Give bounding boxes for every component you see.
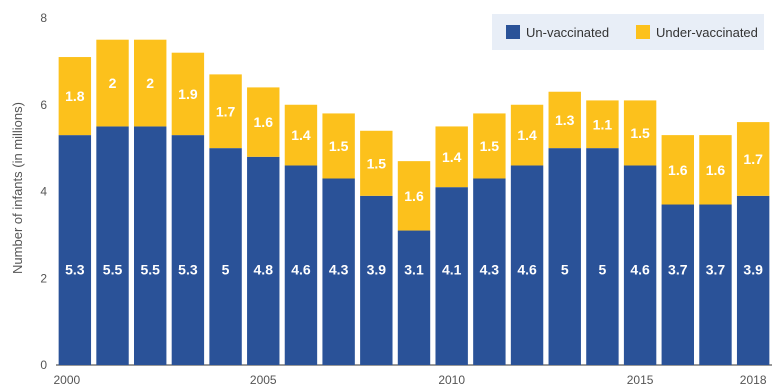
- bar-undervaccinated-2003: [171, 52, 205, 136]
- bar-undervaccinated-2000: [58, 57, 92, 136]
- legend-swatch-unvaccinated: [506, 25, 520, 39]
- data-label-unvaccinated-2006: 4.6: [291, 262, 311, 278]
- x-tick-label-2015: 2015: [627, 373, 654, 385]
- data-label-unvaccinated-2013: 5: [561, 262, 569, 278]
- bar-unvaccinated-2012: [510, 165, 544, 365]
- bar-undervaccinated-2002: [134, 39, 167, 127]
- bar-undervaccinated-2014: [586, 100, 619, 149]
- x-tick-label-2005: 2005: [250, 373, 277, 385]
- data-label-unvaccinated-2002: 5.5: [140, 262, 160, 278]
- data-label-unvaccinated-2005: 4.8: [254, 262, 274, 278]
- data-label-undervaccinated-2009: 1.6: [404, 188, 424, 204]
- data-label-undervaccinated-2013: 1.3: [555, 112, 575, 128]
- data-label-unvaccinated-2001: 5.5: [103, 262, 123, 278]
- x-tick-label-2018: 2018: [740, 373, 767, 385]
- bar-undervaccinated-2004: [209, 74, 242, 149]
- data-label-unvaccinated-2012: 4.6: [517, 262, 537, 278]
- data-label-unvaccinated-2007: 4.3: [329, 262, 349, 278]
- bar-undervaccinated-2010: [435, 126, 468, 188]
- y-tick-label: 0: [40, 358, 47, 372]
- bar-unvaccinated-2001: [96, 126, 129, 365]
- y-axis-ticks: 0 2 4 6 8: [40, 11, 47, 372]
- data-label-unvaccinated-2008: 3.9: [367, 262, 387, 278]
- data-label-undervaccinated-2014: 1.1: [593, 116, 613, 132]
- bar-unvaccinated-2007: [322, 178, 355, 365]
- bar-undervaccinated-2007: [322, 113, 355, 179]
- legend: Un-vaccinated Under-vaccinated: [492, 14, 764, 50]
- data-label-unvaccinated-2015: 4.6: [630, 262, 650, 278]
- y-axis-title: Number of infants (in millions): [10, 102, 25, 274]
- bar-unvaccinated-2014: [586, 148, 619, 365]
- y-tick-label: 2: [40, 271, 47, 285]
- data-label-unvaccinated-2004: 5: [222, 262, 230, 278]
- data-label-unvaccinated-2009: 3.1: [404, 262, 424, 278]
- data-label-unvaccinated-2017: 3.7: [706, 262, 726, 278]
- data-label-undervaccinated-2000: 1.8: [65, 88, 85, 104]
- bar-unvaccinated-2008: [360, 195, 393, 365]
- data-label-undervaccinated-2001: 2: [109, 75, 117, 91]
- bar-undervaccinated-2005: [247, 87, 280, 157]
- bar-undervaccinated-2016: [661, 135, 694, 205]
- bar-unvaccinated-2017: [699, 204, 732, 365]
- data-label-undervaccinated-2005: 1.6: [254, 114, 274, 130]
- bars-group: 5.3 1.8 5.5 2 5.5 2 5.3 1.9 5 1.7 4.8 1.6 4.6 1.4 4.3 1…: [58, 39, 770, 365]
- data-label-unvaccinated-2003: 5.3: [178, 262, 198, 278]
- data-label-unvaccinated-2011: 4.3: [480, 262, 500, 278]
- data-label-undervaccinated-2006: 1.4: [291, 127, 311, 143]
- bar-undervaccinated-2017: [699, 135, 732, 205]
- bar-unvaccinated-2006: [284, 165, 318, 365]
- bar-unvaccinated-2010: [435, 187, 468, 365]
- bar-unvaccinated-2005: [247, 156, 280, 365]
- legend-background: [492, 14, 764, 50]
- bar-unvaccinated-2004: [209, 148, 242, 365]
- data-label-unvaccinated-2018: 3.9: [743, 262, 763, 278]
- x-axis-ticks: 2000 2005 2010 2015 2018: [53, 373, 766, 385]
- legend-swatch-undervaccinated: [636, 25, 650, 39]
- bar-undervaccinated-2006: [284, 104, 318, 166]
- bar-undervaccinated-2001: [96, 39, 129, 127]
- data-label-undervaccinated-2004: 1.7: [216, 103, 236, 119]
- data-label-undervaccinated-2011: 1.5: [480, 138, 500, 154]
- data-label-unvaccinated-2014: 5: [599, 262, 607, 278]
- x-tick-label-2010: 2010: [438, 373, 465, 385]
- bar-unvaccinated-2002: [134, 126, 167, 365]
- data-label-undervaccinated-2017: 1.6: [706, 162, 726, 178]
- data-label-unvaccinated-2000: 5.3: [65, 262, 85, 278]
- bar-undervaccinated-2008: [360, 130, 393, 196]
- data-label-undervaccinated-2007: 1.5: [329, 138, 349, 154]
- y-tick-label: 4: [40, 185, 47, 199]
- bar-undervaccinated-2013: [548, 91, 581, 149]
- bar-undervaccinated-2009: [397, 161, 431, 231]
- data-label-undervaccinated-2018: 1.7: [743, 151, 763, 167]
- bar-unvaccinated-2011: [473, 178, 506, 365]
- data-label-undervaccinated-2002: 2: [146, 75, 154, 91]
- bar-undervaccinated-2018: [736, 122, 770, 196]
- data-label-unvaccinated-2016: 3.7: [668, 262, 688, 278]
- bar-unvaccinated-2000: [58, 135, 92, 365]
- data-label-undervaccinated-2015: 1.5: [630, 125, 650, 141]
- bar-unvaccinated-2018: [736, 195, 770, 365]
- bar-undervaccinated-2015: [623, 100, 657, 166]
- bar-unvaccinated-2009: [397, 230, 431, 365]
- data-label-undervaccinated-2008: 1.5: [367, 155, 387, 171]
- bar-unvaccinated-2016: [661, 204, 694, 365]
- bar-unvaccinated-2003: [171, 135, 205, 365]
- y-tick-label: 6: [40, 98, 47, 112]
- bar-unvaccinated-2015: [623, 165, 657, 365]
- data-label-undervaccinated-2010: 1.4: [442, 149, 462, 165]
- bar-undervaccinated-2011: [473, 113, 506, 179]
- data-label-undervaccinated-2012: 1.4: [517, 127, 537, 143]
- data-label-unvaccinated-2010: 4.1: [442, 262, 462, 278]
- y-tick-label: 8: [40, 11, 47, 25]
- legend-label-undervaccinated: Under-vaccinated: [656, 25, 758, 40]
- data-label-undervaccinated-2003: 1.9: [178, 86, 198, 102]
- data-label-undervaccinated-2016: 1.6: [668, 162, 688, 178]
- x-tick-label-2000: 2000: [53, 373, 80, 385]
- legend-label-unvaccinated: Un-vaccinated: [526, 25, 609, 40]
- bar-undervaccinated-2012: [510, 104, 544, 166]
- bar-unvaccinated-2013: [548, 148, 581, 365]
